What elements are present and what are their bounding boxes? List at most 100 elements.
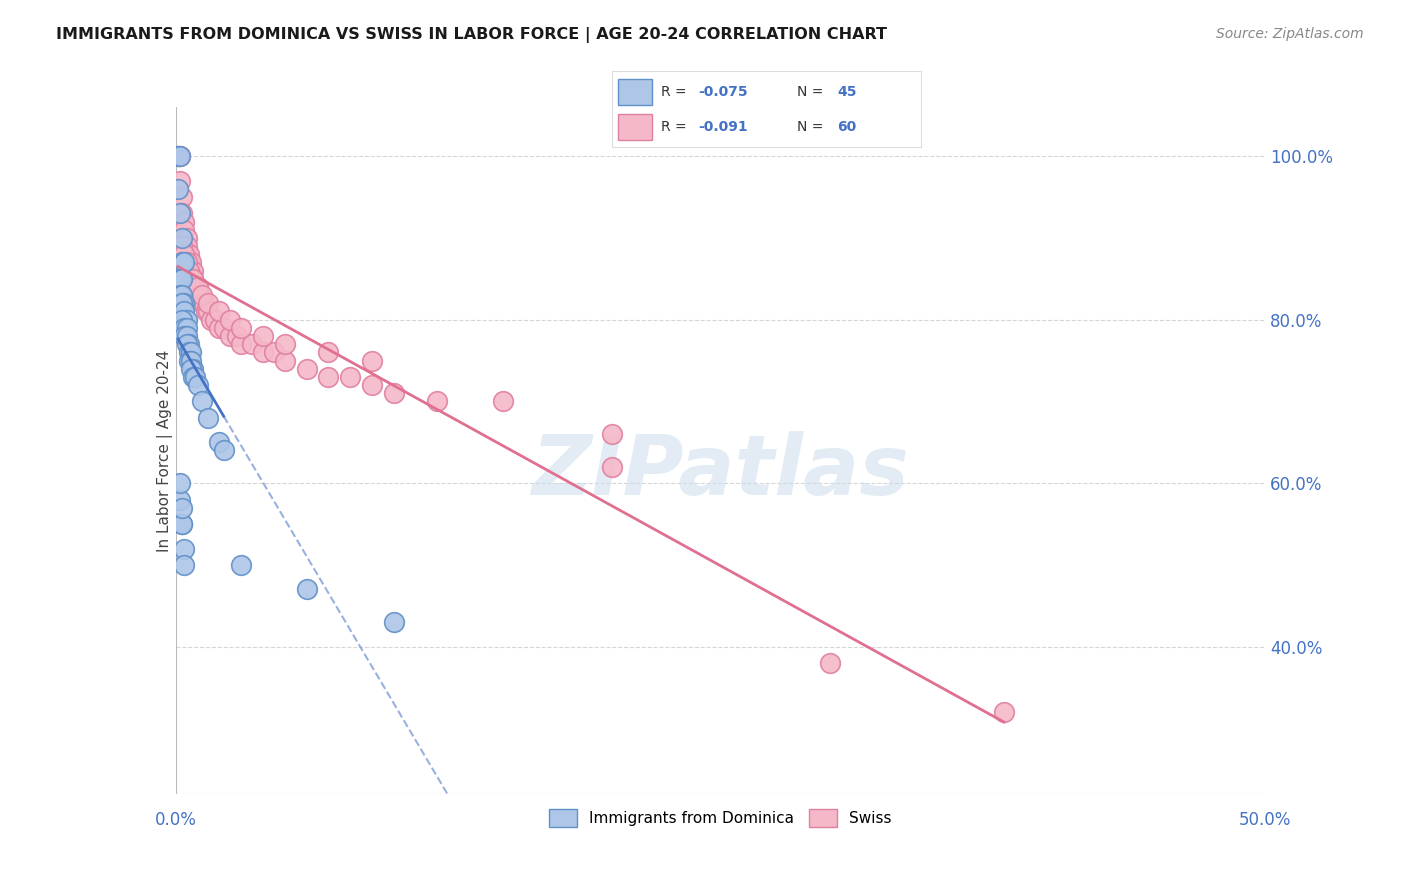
Point [492, 394, 515, 409]
Point [169, 206, 191, 220]
Point [197, 304, 219, 318]
Point [181, 271, 204, 285]
Point [360, 353, 382, 368]
Point [295, 582, 318, 597]
Point [274, 337, 297, 351]
Point [252, 329, 274, 343]
Point [181, 361, 204, 376]
Legend: Immigrants from Dominica, Swiss: Immigrants from Dominica, Swiss [541, 801, 900, 834]
Point [181, 369, 204, 384]
Point [172, 312, 194, 326]
Point [169, 173, 191, 187]
Point [169, 271, 191, 285]
Point [176, 255, 198, 269]
Point [173, 541, 195, 556]
Point [208, 435, 231, 450]
Text: ZIPatlas: ZIPatlas [531, 431, 910, 512]
Text: IMMIGRANTS FROM DOMINICA VS SWISS IN LABOR FORCE | AGE 20-24 CORRELATION CHART: IMMIGRANTS FROM DOMINICA VS SWISS IN LAB… [56, 27, 887, 43]
Point [188, 288, 211, 302]
Text: 45: 45 [838, 85, 856, 99]
Point [231, 558, 253, 572]
Point [186, 280, 209, 294]
Text: 60: 60 [838, 120, 856, 134]
Point [169, 149, 191, 163]
Point [195, 304, 218, 318]
Point [993, 705, 1015, 719]
Point [186, 378, 209, 392]
Point [818, 656, 841, 670]
Point [191, 288, 214, 302]
Point [219, 329, 242, 343]
Point [169, 288, 191, 302]
Point [173, 214, 195, 228]
FancyBboxPatch shape [617, 114, 652, 140]
Point [339, 369, 361, 384]
Point [360, 378, 382, 392]
Point [186, 288, 209, 302]
Point [167, 149, 190, 163]
Point [172, 239, 194, 253]
Point [193, 296, 215, 310]
Point [240, 337, 263, 351]
Point [169, 149, 191, 163]
Point [382, 386, 405, 401]
Point [172, 190, 194, 204]
Point [191, 296, 214, 310]
Point [318, 369, 340, 384]
Point [167, 149, 190, 163]
Point [172, 516, 194, 531]
Point [172, 296, 194, 310]
Point [208, 320, 231, 334]
Point [173, 255, 195, 269]
Y-axis label: In Labor Force | Age 20-24: In Labor Force | Age 20-24 [156, 350, 173, 551]
Point [426, 394, 449, 409]
Point [225, 329, 247, 343]
Point [176, 231, 198, 245]
Point [212, 320, 235, 334]
Point [176, 320, 198, 334]
Point [197, 410, 219, 425]
Point [172, 288, 194, 302]
Point [167, 182, 190, 196]
Point [172, 500, 194, 515]
Point [172, 271, 194, 285]
Point [180, 263, 202, 277]
Text: R =: R = [661, 85, 692, 99]
Point [197, 296, 219, 310]
Point [173, 296, 195, 310]
Point [176, 329, 198, 343]
Point [180, 353, 202, 368]
Point [200, 312, 222, 326]
Point [181, 271, 204, 285]
Text: -0.091: -0.091 [699, 120, 748, 134]
Point [169, 492, 191, 507]
Text: N =: N = [797, 120, 828, 134]
Point [172, 516, 194, 531]
FancyBboxPatch shape [617, 79, 652, 104]
Point [172, 255, 194, 269]
Point [219, 312, 242, 326]
Point [172, 231, 194, 245]
Point [212, 443, 235, 458]
Point [208, 304, 231, 318]
Point [180, 361, 202, 376]
Point [191, 394, 214, 409]
Point [274, 353, 297, 368]
Point [295, 361, 318, 376]
Point [173, 247, 195, 261]
Point [184, 280, 207, 294]
Point [173, 558, 195, 572]
Point [204, 312, 226, 326]
Point [177, 353, 200, 368]
Point [177, 255, 200, 269]
Point [180, 255, 202, 269]
Point [600, 459, 623, 474]
Point [173, 222, 195, 236]
Point [184, 369, 207, 384]
Point [382, 615, 405, 630]
Point [177, 247, 200, 261]
Text: R =: R = [661, 120, 692, 134]
Point [181, 263, 204, 277]
Point [231, 337, 253, 351]
Point [173, 304, 195, 318]
